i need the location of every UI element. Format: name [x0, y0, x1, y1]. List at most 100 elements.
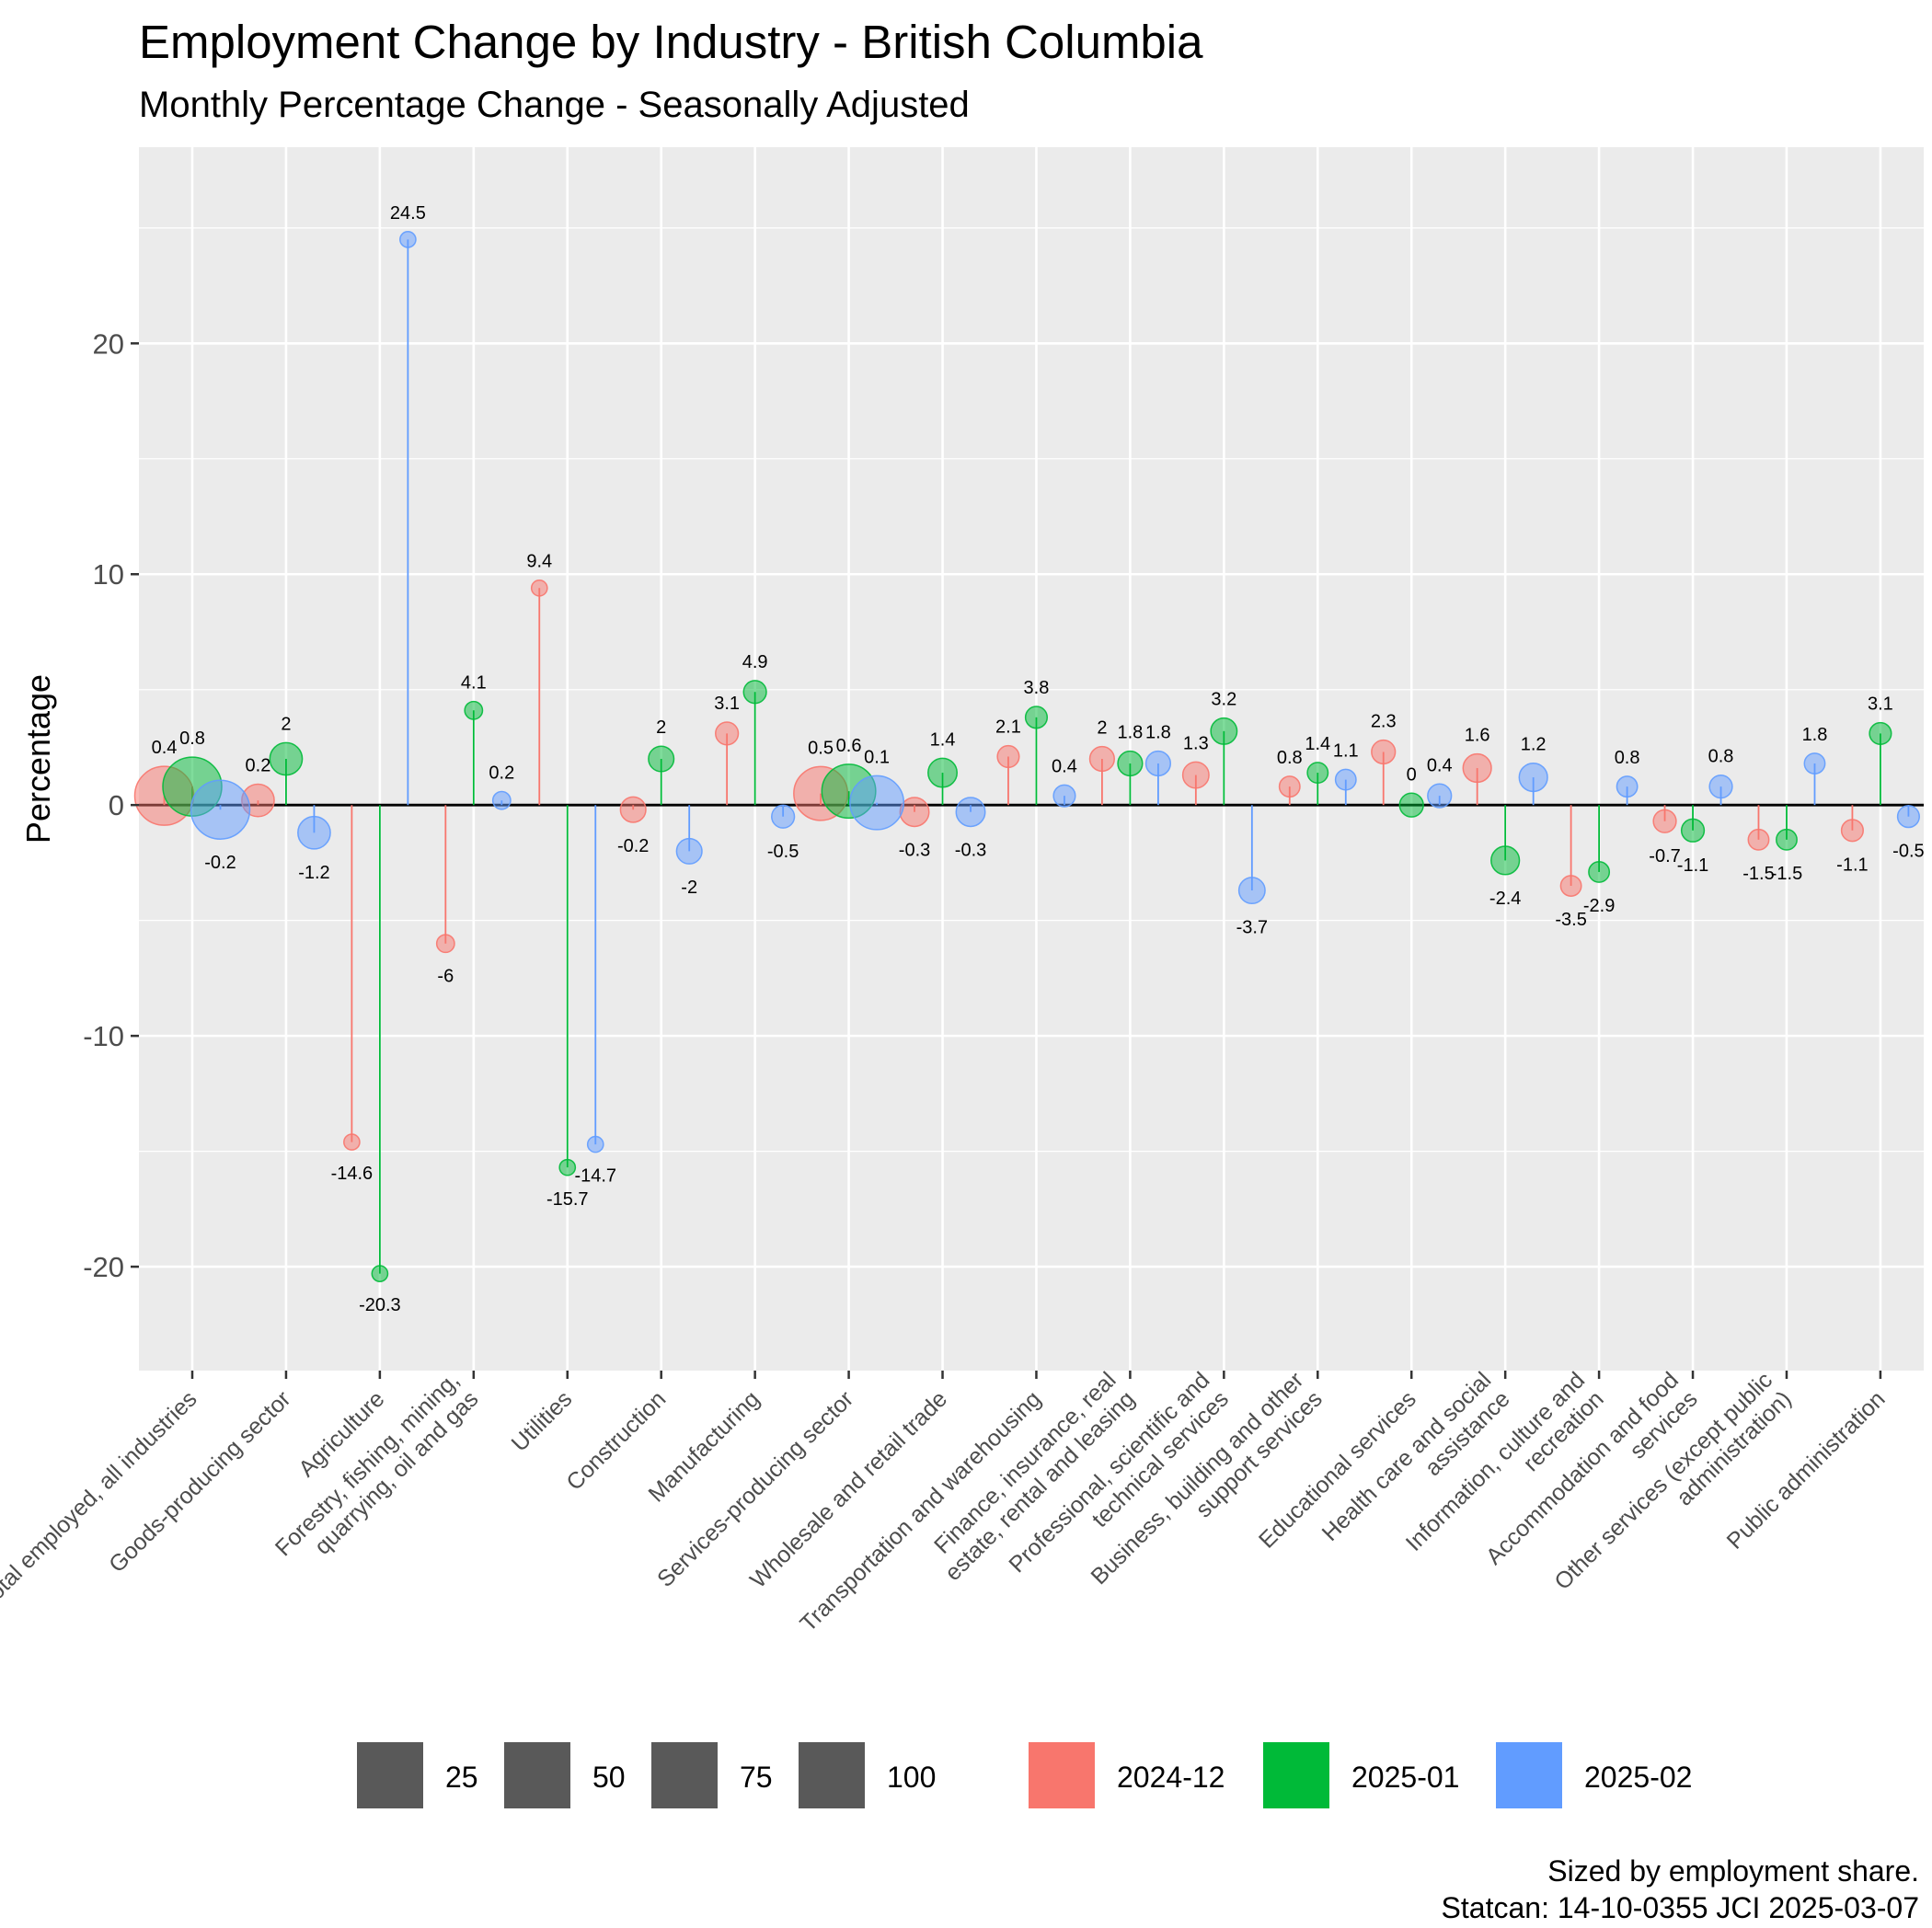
point-2024-12 — [1559, 875, 1582, 897]
value-label-2025-02: 1.8 — [1145, 723, 1171, 743]
point-2024-12 — [1652, 809, 1677, 833]
point-2025-02 — [849, 775, 905, 831]
point-2025-01 — [742, 680, 767, 705]
x-tick-label: Goods-producing sector — [104, 1386, 295, 1578]
legend-size-label: 50 — [592, 1761, 626, 1794]
point-2025-02 — [297, 815, 331, 850]
value-label-2024-12: -0.2 — [617, 836, 649, 856]
value-label-2025-02: 0.2 — [489, 763, 514, 783]
point-2025-01 — [558, 1158, 577, 1176]
point-2025-02 — [675, 837, 703, 865]
point-2025-02 — [1616, 775, 1639, 798]
value-label-2025-02: 0.8 — [1615, 748, 1640, 768]
point-2025-02 — [1334, 768, 1357, 791]
value-label-2024-12: 2 — [1097, 718, 1107, 739]
point-2024-12 — [619, 796, 647, 823]
legend-label-2025-01: 2025-01 — [1351, 1761, 1460, 1794]
chart-title: Employment Change by Industry - British … — [139, 16, 1203, 68]
point-2025-02 — [399, 231, 417, 248]
value-label-2025-01: 1.4 — [1305, 734, 1330, 754]
point-2024-12 — [1747, 828, 1770, 851]
y-tick-label: -10 — [83, 1020, 124, 1052]
value-label-2024-12: -1.1 — [1836, 855, 1868, 876]
point-2025-02 — [1518, 762, 1548, 793]
value-label-2025-02: -0.5 — [1892, 842, 1924, 862]
legend-size-key — [799, 1742, 865, 1808]
point-2024-12 — [435, 934, 455, 954]
legend-size-label: 75 — [740, 1761, 773, 1794]
point-2025-02 — [491, 790, 512, 810]
value-label-2025-01: 2 — [656, 717, 666, 738]
point-2024-12 — [530, 579, 548, 597]
legend-size-key — [651, 1742, 718, 1808]
point-2024-12 — [1181, 761, 1210, 789]
value-label-2024-12: -14.6 — [331, 1164, 374, 1184]
y-axis-title: Percentage — [19, 674, 57, 844]
data-points — [133, 231, 1920, 1282]
value-label-2025-02: 1.2 — [1521, 735, 1547, 755]
point-2024-12 — [1840, 819, 1864, 843]
legend-key-2025-01 — [1263, 1742, 1329, 1808]
point-2025-01 — [1588, 861, 1611, 883]
legend-label-2025-02: 2025-02 — [1584, 1761, 1693, 1794]
point-2025-01 — [1869, 721, 1892, 745]
legend-label-2024-12: 2024-12 — [1117, 1761, 1225, 1794]
caption: Sized by employment share. Statcan: 14-1… — [1442, 1853, 1919, 1926]
point-2024-12 — [1278, 775, 1301, 798]
point-2025-01 — [1776, 828, 1798, 851]
value-label-2025-01: -2.4 — [1489, 889, 1521, 909]
value-label-2025-02: -0.3 — [955, 840, 986, 860]
legend-key-2024-12 — [1029, 1742, 1095, 1808]
point-2025-01 — [269, 741, 304, 776]
point-2025-01 — [1117, 750, 1144, 777]
value-label-2025-02: 24.5 — [390, 203, 426, 224]
point-2025-02 — [190, 779, 251, 840]
value-label-2024-12: 0.8 — [1277, 748, 1303, 768]
value-label-2024-12: 3.1 — [714, 694, 740, 714]
point-2025-02 — [1896, 805, 1920, 829]
point-2025-02 — [1052, 784, 1076, 808]
value-label-2025-01: 1.4 — [930, 729, 956, 750]
value-label-2025-02: 0.4 — [1427, 755, 1453, 775]
point-2024-12 — [1088, 745, 1116, 773]
point-2024-12 — [996, 744, 1020, 769]
x-tick-label: Wholesale and retail trade — [745, 1386, 952, 1593]
point-2024-12 — [1462, 752, 1492, 784]
value-label-2025-02: -0.5 — [767, 842, 799, 862]
value-label-2025-01: 3.1 — [1868, 694, 1893, 715]
point-2025-01 — [927, 757, 958, 788]
point-2025-02 — [771, 804, 796, 829]
value-label-2025-01: 2 — [281, 714, 291, 734]
value-label-2025-02: -2 — [681, 878, 697, 898]
legend-key-2025-02 — [1496, 1742, 1562, 1808]
point-2025-02 — [1803, 752, 1826, 775]
plot-panel — [139, 147, 1924, 1371]
value-label-2024-12: 9.4 — [526, 552, 552, 572]
point-2025-01 — [648, 745, 675, 773]
value-label-2024-12: 0.4 — [152, 738, 178, 758]
point-2025-01 — [1490, 845, 1521, 876]
chart-subtitle: Monthly Percentage Change - Seasonally A… — [139, 85, 970, 125]
value-label-2025-01: -15.7 — [546, 1189, 589, 1210]
legend-size-key — [357, 1742, 423, 1808]
value-label-2025-02: 1.8 — [1802, 725, 1828, 745]
value-label-2024-12: 2.1 — [995, 717, 1021, 738]
value-label-2025-01: 0.6 — [836, 736, 862, 756]
value-label-2024-12: -3.5 — [1555, 910, 1586, 930]
point-2025-02 — [1237, 877, 1266, 905]
point-2025-02 — [1144, 750, 1172, 777]
legend-size-key — [504, 1742, 570, 1808]
point-2024-12 — [343, 1133, 361, 1151]
legend-size-label: 25 — [445, 1761, 478, 1794]
value-label-2024-12: -0.3 — [899, 840, 930, 860]
value-label-2024-12: -6 — [437, 966, 454, 986]
x-tick-label: Utilities — [507, 1386, 578, 1457]
value-label-2025-01: 0.8 — [179, 729, 205, 749]
point-2025-02 — [955, 797, 986, 828]
x-axis: Total employed, all industriesGoods-prod… — [0, 1367, 1891, 1636]
y-tick-label: 20 — [93, 327, 124, 360]
value-label-2025-01: 0 — [1407, 764, 1417, 785]
point-2025-01 — [1024, 706, 1049, 729]
value-label-2024-12: 2.3 — [1371, 712, 1397, 732]
